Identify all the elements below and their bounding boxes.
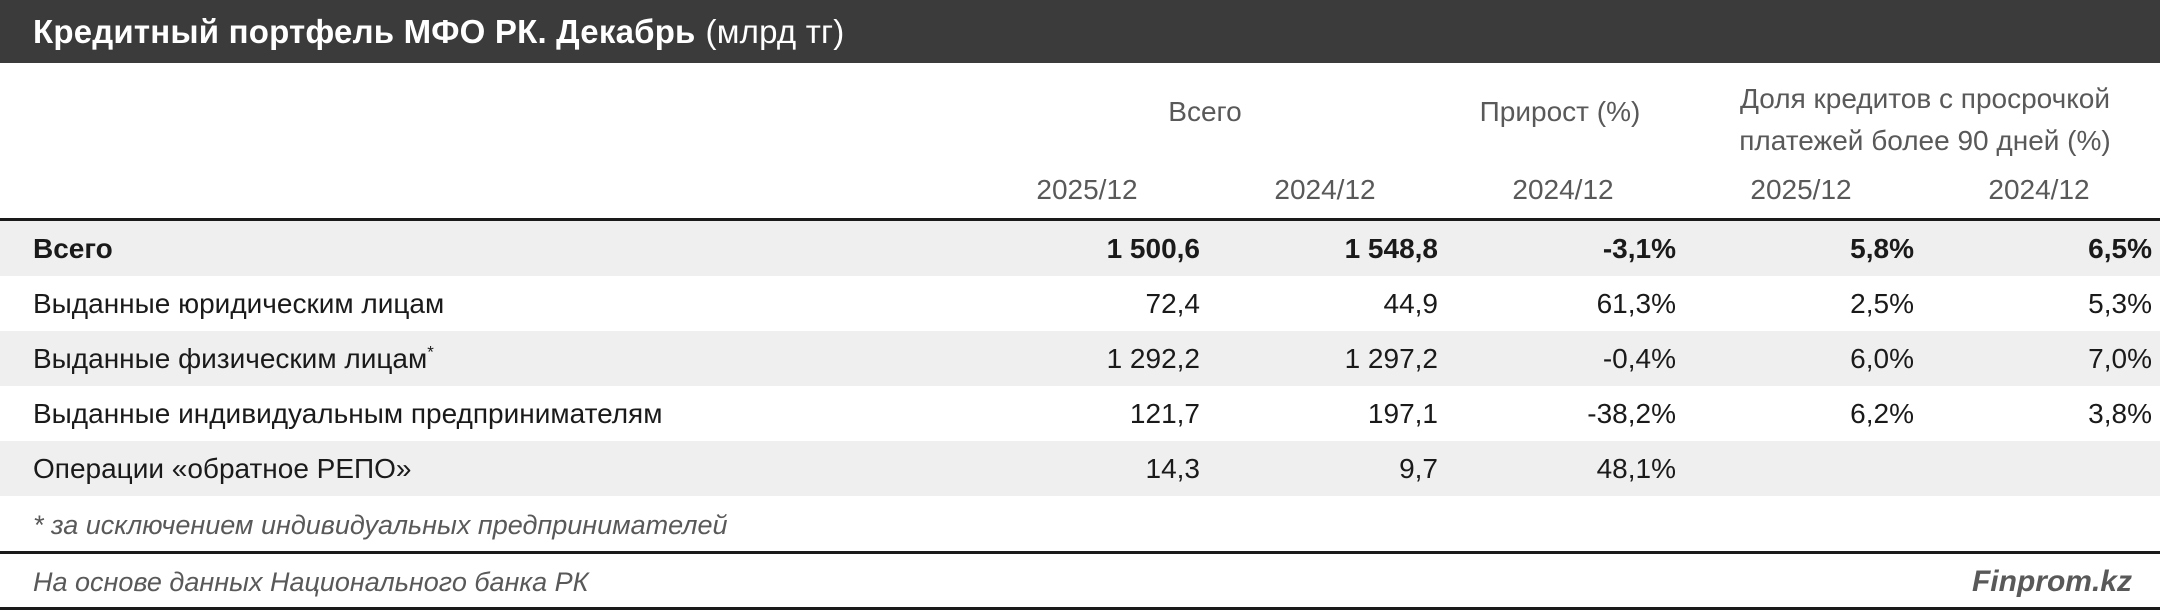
cell-overdue-2025: 5,8% [1850,233,1914,264]
cell-total-2025: 1 292,2 [1106,343,1200,374]
cell-growth: 48,1% [1596,453,1676,484]
cell-total-2024: 1 297,2 [1344,343,1438,374]
row-label: Выданные юридическим лицам [33,288,445,319]
row-label: Операции «обратное РЕПО» [33,453,412,484]
header-col-overdue-2024: 2024/12 [1988,174,2090,205]
cell-total-2025: 121,7 [1129,398,1200,429]
header-group-growth: Прирост (%) [1479,96,1641,127]
cell-growth: -38,2% [1587,398,1676,429]
table-row-total: Всего 1 500,6 1 548,8 -3,1% 5,8% 6,5% [0,221,2160,276]
header-group-overdue: Доля кредитов с просрочкой платежей боле… [1690,78,2160,162]
header-group-overdue-line2: платежей более 90 дней (%) [1739,125,2111,156]
footnote: * за исключением индивидуальных предприн… [33,510,728,540]
row-label: Выданные физическим лицам* [33,331,434,386]
row-label: Всего [33,233,113,264]
cell-growth: 61,3% [1596,288,1676,319]
cell-total-2025: 14,3 [1145,453,1201,484]
cell-overdue-2024: 6,5% [2088,233,2152,264]
header-col-total-2024: 2024/12 [1274,174,1376,205]
cell-growth: -3,1% [1602,233,1676,264]
header-col-growth-2024: 2024/12 [1512,174,1614,205]
cell-growth: -0,4% [1602,343,1676,374]
row-label: Выданные индивидуальным предпринимателям [33,398,663,429]
cell-total-2025: 1 500,6 [1106,233,1200,264]
table-title-unit: (млрд тг) [705,12,845,50]
cell-overdue-2024: 7,0% [2088,343,2152,374]
table-row-reverse-repo: Операции «обратное РЕПО» 14,3 9,7 48,1% [0,441,2160,496]
cell-overdue-2024: 5,3% [2088,288,2152,319]
row-label-text: Выданные физическим лицам [33,343,428,374]
header-divider [0,218,2160,221]
footnote-mark: * [427,342,434,362]
table-row-legal-entities: Выданные юридическим лицам 72,4 44,9 61,… [0,276,2160,331]
table-row-individuals: Выданные физическим лицам* 1 292,2 1 297… [0,331,2160,386]
cell-total-2024: 44,9 [1383,288,1439,319]
cell-total-2024: 9,7 [1399,453,1438,484]
cell-total-2025: 72,4 [1145,288,1201,319]
cell-total-2024: 1 548,8 [1344,233,1438,264]
header-group-overdue-line1: Доля кредитов с просрочкой [1740,83,2110,114]
bottom-border [0,607,2160,610]
cell-overdue-2025: 6,2% [1850,398,1914,429]
header-group-total: Всего [1168,96,1242,127]
cell-overdue-2025: 6,0% [1850,343,1914,374]
source-note: На основе данных Национального банка РК [33,567,589,597]
header-col-overdue-2025: 2025/12 [1750,174,1852,205]
brand-logo-text: Finprom.kz [1971,565,2132,598]
table-row-entrepreneurs: Выданные индивидуальным предпринимателям… [0,386,2160,441]
title-bar: Кредитный портфель МФО РК. Декабрь (млрд… [0,0,2160,63]
cell-overdue-2025: 2,5% [1850,288,1914,319]
header-col-total-2025: 2025/12 [1036,174,1138,205]
cell-total-2024: 197,1 [1367,398,1438,429]
footer-divider [0,551,2160,554]
cell-overdue-2024: 3,8% [2088,398,2152,429]
table-title: Кредитный портфель МФО РК. Декабрь [33,12,696,50]
